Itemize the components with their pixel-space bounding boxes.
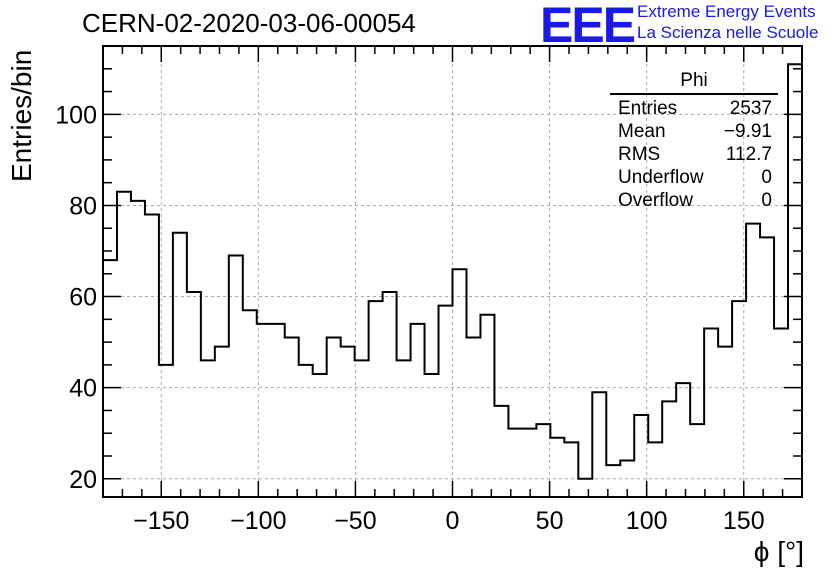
x-tick-label: 100: [626, 507, 668, 535]
stats-row-overflow: Overflow 0: [610, 189, 778, 212]
logo-subtitle-line1: Extreme Energy Events: [637, 2, 816, 21]
axis-ticks: [102, 46, 803, 497]
stats-row-entries: Entries 2537: [610, 97, 778, 120]
y-tick-label: 40: [69, 375, 97, 403]
stats-value: 0: [761, 167, 772, 188]
stats-value: 112.7: [725, 144, 772, 165]
stats-row-underflow: Underflow 0: [610, 166, 778, 189]
y-axis-label: Entries/bin: [6, 49, 37, 182]
histogram-outline: [103, 63, 802, 480]
x-tick-labels: −150 −100 −50 0 50 100 150: [133, 507, 765, 535]
stats-label: Mean: [618, 121, 666, 142]
y-tick-label: 20: [69, 466, 97, 494]
x-tick-label: 50: [536, 507, 564, 535]
x-tick-label: 0: [446, 507, 460, 535]
stats-row-mean: Mean −9.91: [610, 120, 778, 143]
y-tick-label: 100: [55, 101, 97, 129]
stats-value: 0: [761, 190, 772, 211]
stats-label: RMS: [618, 144, 661, 165]
x-tick-label: 150: [723, 507, 765, 535]
eee-logo-mark: EEE: [540, 0, 636, 53]
stats-value: −9.91: [723, 121, 772, 142]
stats-label: Entries: [618, 98, 678, 119]
stats-label: Overflow: [618, 190, 693, 211]
logo-subtitle-line2: La Scienza nelle Scuole: [637, 23, 819, 42]
stats-row-rms: RMS 112.7: [610, 143, 778, 166]
stats-value: 2537: [729, 98, 772, 119]
run-title: CERN-02-2020-03-06-00054: [82, 8, 416, 38]
x-axis-label: ϕ [°]: [753, 536, 804, 567]
y-tick-label: 60: [69, 284, 97, 312]
stats-box: Phi Entries 2537 Mean −9.91 RMS 112.7 Un…: [610, 70, 778, 212]
y-tick-label: 80: [69, 192, 97, 220]
x-tick-label: −150: [133, 507, 189, 535]
y-tick-labels: 20 40 60 80 100: [55, 101, 97, 493]
x-tick-label: −50: [334, 507, 376, 535]
stats-title: Phi: [610, 70, 778, 95]
x-tick-label: −100: [230, 507, 286, 535]
stats-label: Underflow: [618, 167, 704, 188]
